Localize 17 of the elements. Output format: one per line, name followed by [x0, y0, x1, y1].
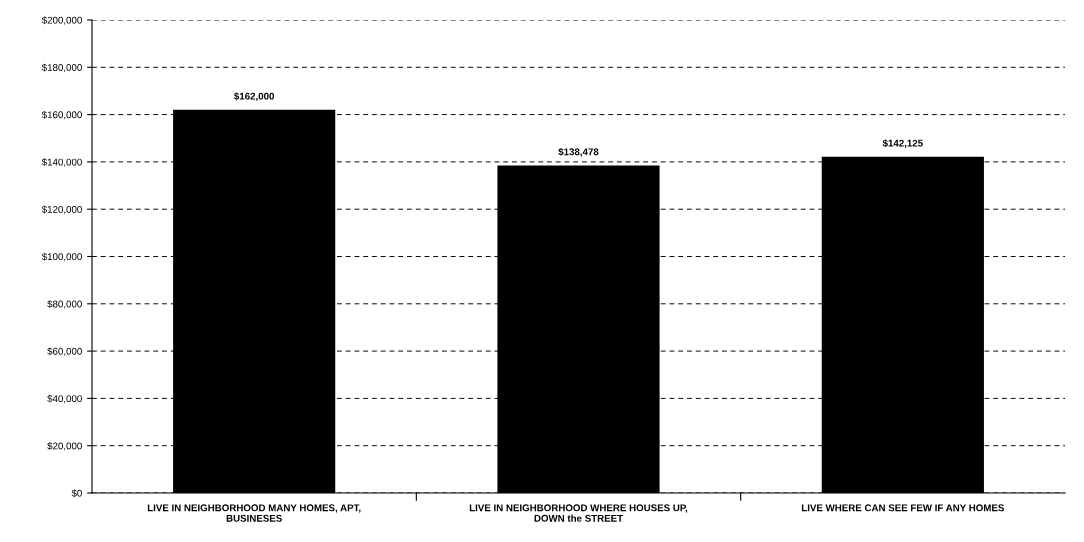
data-label: $138,478 [558, 147, 599, 157]
y-tick-label: $140,000 [41, 158, 82, 167]
y-tick-label: $100,000 [41, 252, 82, 262]
data-label: $162,000 [234, 92, 275, 102]
y-tick-label: $120,000 [41, 205, 82, 214]
x-tick-label: LIVE IN NEIGHBORHOOD WHERE HOUSES UP, DOWN the STREET [469, 504, 688, 522]
x-tick-label: LIVE WHERE CAN SEE FEW IF ANY HOMES [801, 504, 1005, 512]
data-label: $142,125 [882, 139, 923, 149]
y-tick-label: $60,000 [47, 347, 82, 356]
y-tick-label: $200,000 [41, 16, 82, 25]
y-tick-label: $180,000 [41, 63, 82, 73]
y-tick-label: $160,000 [41, 110, 82, 120]
y-tick-label: $0 [71, 489, 82, 498]
y-tick-label: $80,000 [47, 300, 82, 309]
y-tick-label: $20,000 [47, 442, 82, 451]
x-tick-label: LIVE IN NEIGHBORHOOD MANY HOMES, APT, BUSINESES [147, 504, 361, 522]
y-tick-label: $40,000 [47, 394, 82, 404]
